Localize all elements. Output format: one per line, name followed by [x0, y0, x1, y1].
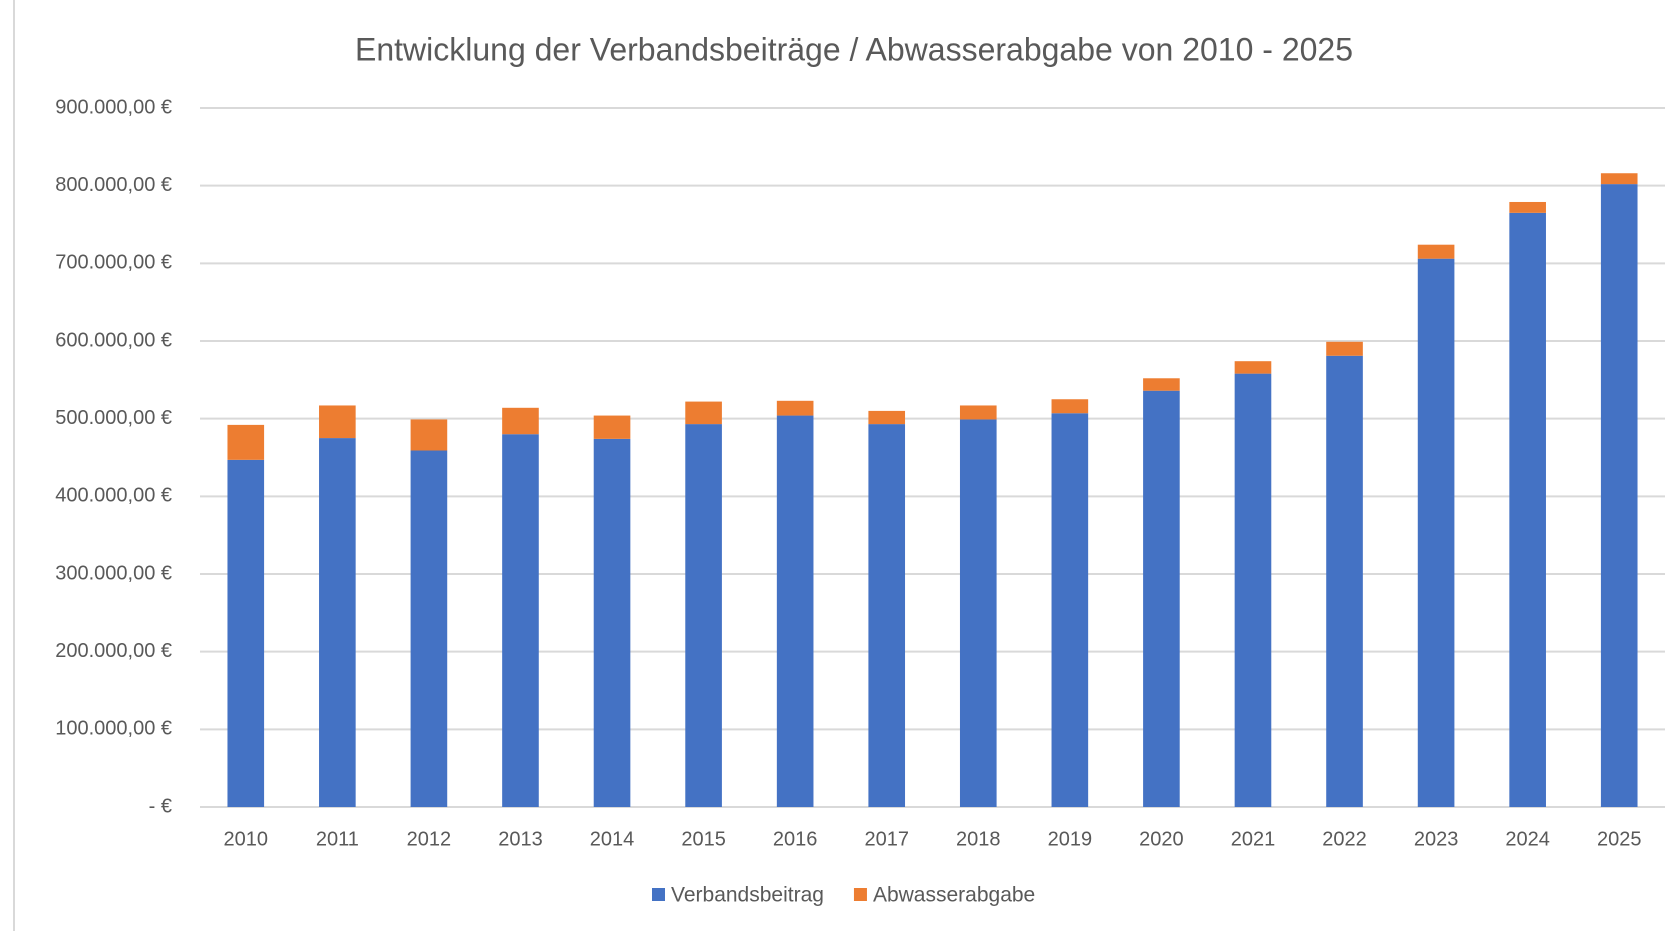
y-tick-label: 200.000,00 € [55, 640, 172, 662]
x-tick-label: 2025 [1597, 828, 1642, 850]
legend-label: Abwasserabgabe [873, 884, 1035, 907]
y-tick-label: 900.000,00 € [55, 96, 172, 118]
bar-segment [1234, 361, 1272, 374]
bar-segment [685, 401, 722, 425]
x-tick-label: 2016 [773, 828, 818, 850]
bar-segment [1600, 184, 1638, 807]
x-tick-label: 2019 [1048, 828, 1093, 850]
bar-segment [410, 450, 448, 807]
bar-segment [319, 405, 356, 439]
x-tick-label: 2021 [1231, 828, 1276, 850]
bar-segment [593, 415, 631, 439]
bar-segment [959, 419, 997, 807]
x-tick-label: 2011 [316, 828, 359, 850]
y-tick-label: - € [149, 795, 172, 817]
legend-swatch [652, 888, 665, 901]
bar-segment [1143, 378, 1180, 391]
bar-segment [776, 400, 814, 416]
x-tick-label: 2012 [407, 828, 452, 850]
legend-label: Verbandsbeitrag [671, 884, 824, 907]
y-tick-label: 500.000,00 € [55, 407, 172, 429]
bar-segment [959, 405, 997, 420]
bar-segment [1326, 355, 1363, 807]
x-tick-label: 2022 [1322, 828, 1367, 850]
bar-segment [319, 438, 356, 807]
bar-segment [1326, 341, 1363, 356]
bar-segment [776, 415, 814, 807]
chart-title: Entwicklung der Verbandsbeiträge / Abwas… [355, 31, 1353, 67]
y-tick-label: 700.000,00 € [55, 252, 172, 274]
bar-segment [1509, 212, 1546, 808]
bar-segment [502, 407, 539, 435]
bar-segment [502, 434, 539, 807]
bar-segment [410, 419, 448, 451]
x-tick-label: 2020 [1139, 828, 1184, 850]
bar-segment [868, 424, 906, 807]
bar-segment [1143, 390, 1180, 807]
bar-segment [593, 438, 631, 807]
x-tick-label: 2023 [1414, 828, 1459, 850]
y-tick-label: 800.000,00 € [55, 174, 172, 196]
bar-segment [1051, 413, 1089, 807]
x-tick-label: 2010 [224, 828, 269, 850]
x-tick-label: 2015 [681, 828, 726, 850]
bar-segment [1600, 173, 1638, 185]
x-tick-label: 2018 [956, 828, 1001, 850]
bar-segment [227, 424, 265, 460]
bar-segment [1051, 399, 1089, 414]
bar-segment [868, 410, 906, 425]
x-tick-label: 2024 [1505, 828, 1550, 850]
y-tick-label: 100.000,00 € [55, 718, 172, 740]
bar-segment [685, 424, 722, 807]
x-tick-label: 2013 [498, 828, 543, 850]
bar-segment [1417, 244, 1455, 259]
y-tick-label: 300.000,00 € [55, 562, 172, 584]
y-tick-label: 600.000,00 € [55, 329, 172, 351]
x-tick-label: 2017 [864, 828, 909, 850]
legend-swatch [853, 888, 867, 901]
bar-segment [227, 459, 265, 807]
bar-segment [1417, 258, 1455, 807]
bar-segment [1234, 373, 1272, 807]
x-tick-label: 2014 [590, 828, 635, 850]
bar-segment [1509, 201, 1546, 213]
y-tick-label: 400.000,00 € [55, 485, 172, 507]
